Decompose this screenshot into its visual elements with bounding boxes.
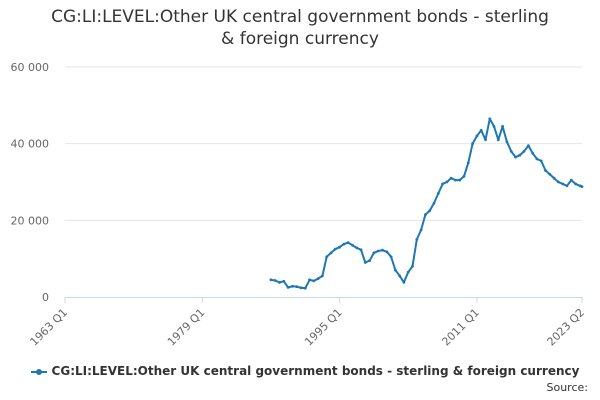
data-point[interactable] [535, 157, 539, 161]
data-point[interactable] [492, 125, 496, 128]
data-point[interactable] [466, 161, 470, 165]
x-tick-label: 1979 Q1 [165, 306, 208, 349]
x-axis-labels: 1963 Q1 1979 Q1 1995 Q1 2011 Q1 2023 Q2 [28, 306, 588, 349]
x-tick-label: 2011 Q1 [439, 306, 482, 349]
data-point[interactable] [557, 180, 560, 184]
data-point[interactable] [539, 159, 543, 163]
data-point[interactable] [406, 270, 410, 274]
chart-title: CG:LI:LEVEL:Other UK central government … [0, 6, 600, 50]
data-point[interactable] [548, 172, 552, 176]
data-point[interactable] [471, 142, 474, 146]
data-point[interactable] [385, 250, 389, 254]
data-point[interactable] [316, 277, 320, 280]
data-point[interactable] [346, 241, 350, 245]
data-point[interactable] [321, 274, 324, 278]
data-point[interactable] [424, 213, 427, 217]
data-point[interactable] [544, 169, 547, 172]
data-point[interactable] [389, 255, 393, 259]
data-point[interactable] [372, 251, 376, 255]
series-line[interactable] [270, 117, 583, 290]
data-point[interactable] [496, 138, 500, 142]
data-point[interactable] [333, 247, 337, 251]
data-point[interactable] [351, 243, 354, 247]
data-point[interactable] [488, 117, 492, 121]
data-point[interactable] [505, 140, 509, 144]
data-point[interactable] [312, 279, 316, 283]
data-point[interactable] [381, 248, 384, 252]
legend-line-marker-icon [30, 368, 47, 375]
data-point[interactable] [501, 125, 504, 128]
data-point[interactable] [329, 251, 333, 255]
data-point[interactable] [299, 286, 303, 290]
data-point[interactable] [419, 228, 423, 232]
data-point[interactable] [449, 176, 453, 180]
data-point[interactable] [402, 281, 406, 284]
data-point[interactable] [578, 184, 582, 188]
chart-title-line-1: CG:LI:LEVEL:Other UK central government … [51, 7, 549, 27]
data-point[interactable] [441, 182, 444, 186]
data-point[interactable] [484, 138, 487, 142]
x-tick-label: 1963 Q1 [28, 306, 71, 349]
data-point[interactable] [282, 279, 286, 283]
data-point[interactable] [411, 264, 414, 268]
series-layer[interactable] [269, 117, 584, 290]
data-point[interactable] [574, 182, 577, 186]
grid-layer [64, 66, 583, 303]
data-point[interactable] [415, 238, 419, 241]
data-point[interactable] [518, 153, 522, 157]
y-tick-label: 0 [42, 291, 49, 304]
source-label: Source: [546, 381, 589, 394]
data-point[interactable] [522, 149, 526, 153]
data-point[interactable] [376, 249, 380, 253]
y-tick-label: 60 000 [11, 61, 50, 74]
data-point[interactable] [561, 182, 565, 186]
data-point[interactable] [308, 278, 311, 282]
data-point[interactable] [527, 144, 530, 148]
legend[interactable]: CG:LI:LEVEL:Other UK central government … [20, 364, 590, 378]
data-point[interactable] [445, 180, 449, 184]
data-point[interactable] [363, 261, 367, 264]
y-axis-labels: 0 20 000 40 000 60 000 [11, 61, 50, 304]
data-point[interactable] [458, 178, 462, 182]
data-point[interactable] [273, 279, 277, 282]
data-point[interactable] [303, 286, 307, 290]
data-point[interactable] [342, 242, 346, 246]
data-point[interactable] [432, 201, 436, 205]
data-point[interactable] [295, 285, 299, 288]
x-tick-label: 1995 Q1 [302, 306, 345, 349]
data-point[interactable] [531, 151, 535, 155]
data-point[interactable] [552, 176, 556, 180]
data-point[interactable] [454, 178, 457, 182]
data-point[interactable] [580, 185, 584, 189]
data-point[interactable] [569, 178, 573, 182]
data-point[interactable] [462, 174, 466, 178]
data-point[interactable] [436, 192, 440, 195]
data-point[interactable] [514, 155, 517, 159]
data-point[interactable] [338, 245, 341, 249]
y-tick-label: 40 000 [11, 138, 50, 151]
data-point[interactable] [291, 284, 294, 288]
data-point[interactable] [286, 286, 290, 289]
y-tick-label: 20 000 [11, 214, 50, 227]
data-point[interactable] [269, 278, 273, 282]
legend-label: CG:LI:LEVEL:Other UK central government … [51, 364, 580, 378]
data-point[interactable] [359, 248, 363, 252]
data-point[interactable] [565, 184, 569, 188]
data-point[interactable] [398, 274, 402, 278]
data-point[interactable] [325, 255, 329, 259]
data-point[interactable] [394, 268, 397, 272]
data-point[interactable] [428, 209, 432, 213]
data-point[interactable] [355, 246, 359, 250]
data-point[interactable] [475, 134, 479, 138]
data-point[interactable] [509, 149, 513, 153]
data-point[interactable] [479, 128, 483, 132]
data-point[interactable] [278, 281, 281, 284]
chart-title-line-2: & foreign currency [221, 29, 379, 49]
data-point[interactable] [368, 259, 371, 262]
x-tick-label: 2023 Q2 [545, 306, 588, 349]
